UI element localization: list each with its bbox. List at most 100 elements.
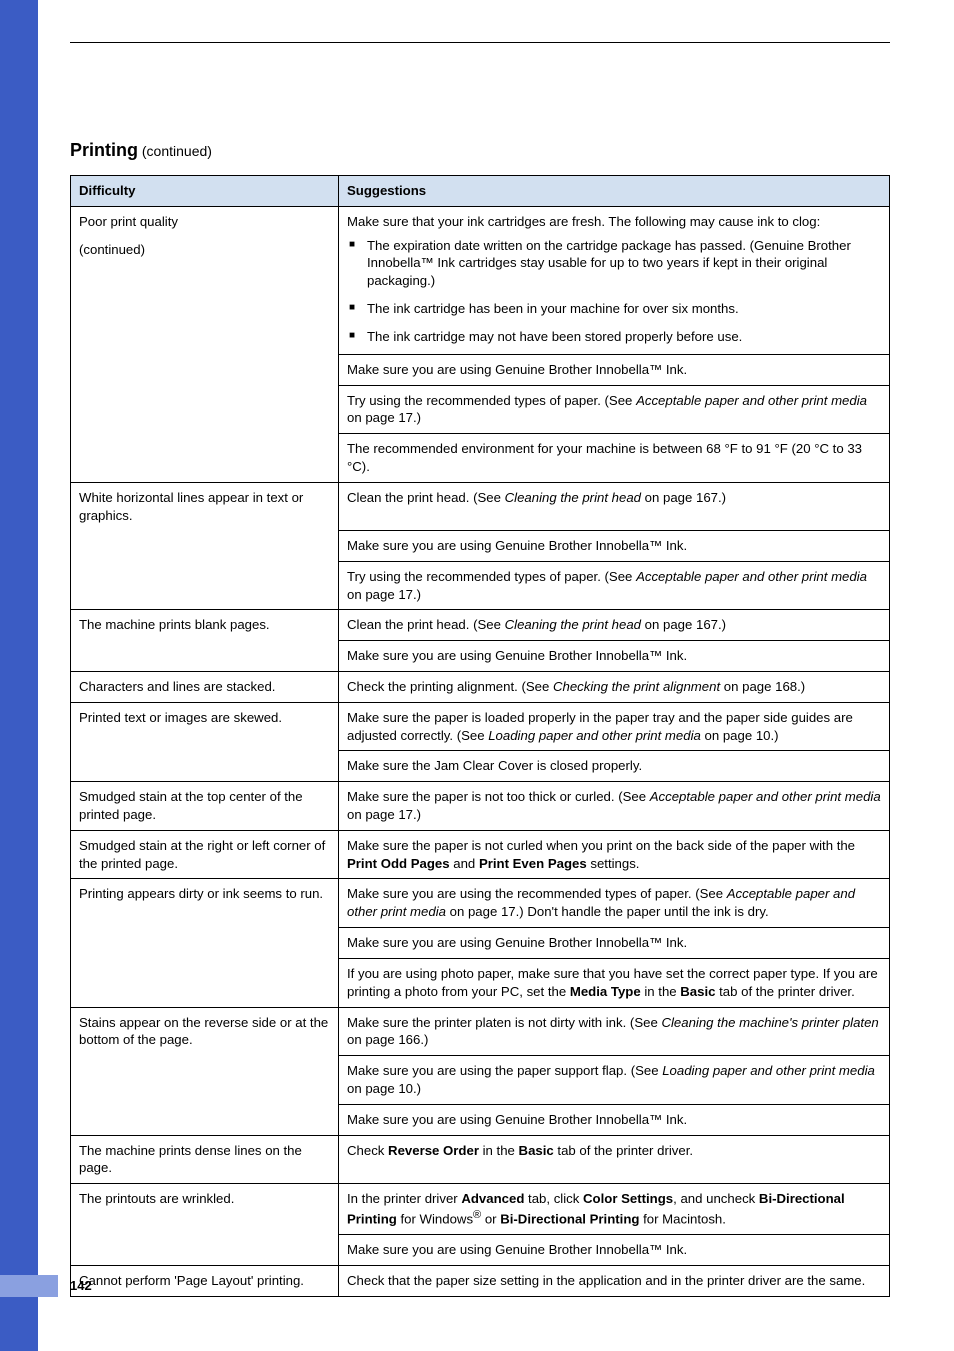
suggestion-cell: Try using the recommended types of paper… xyxy=(339,561,890,610)
superscript: ® xyxy=(473,1209,481,1221)
bold-text: Basic xyxy=(680,984,715,999)
link-text[interactable]: Acceptable paper and other print media xyxy=(636,569,867,584)
table-row: The recommended environment for your mac… xyxy=(71,434,890,483)
text-part: on page 10.) xyxy=(701,728,779,743)
difficulty-cell-empty xyxy=(71,928,339,959)
table-row: Make sure you are using Genuine Brother … xyxy=(71,354,890,385)
list-item: The expiration date written on the cartr… xyxy=(349,237,881,290)
difficulty-cell-empty xyxy=(71,354,339,385)
text-part: on page 10.) xyxy=(347,1081,421,1096)
bold-text: Reverse Order xyxy=(388,1143,479,1158)
list-item: The ink cartridge has been in your machi… xyxy=(349,300,881,318)
text-part: tab of the printer driver. xyxy=(715,984,854,999)
bold-text: Bi-Directional Printing xyxy=(500,1211,639,1226)
text-part: Clean the print head. (See xyxy=(347,490,505,505)
bold-text: Media Type xyxy=(570,984,641,999)
troubleshooting-table: Difficulty Suggestions Poor print qualit… xyxy=(70,175,890,1297)
text-part: Make sure the paper is not curled when y… xyxy=(347,838,855,853)
difficulty-cell-empty xyxy=(71,751,339,782)
table-row: Make sure you are using Genuine Brother … xyxy=(71,530,890,561)
bold-text: Print Odd Pages xyxy=(347,856,450,871)
text-part: on page 17.) xyxy=(347,587,421,602)
suggestion-cell: If you are using photo paper, make sure … xyxy=(339,958,890,1007)
link-text[interactable]: Acceptable paper and other print media xyxy=(636,393,867,408)
link-text[interactable]: Cleaning the print head xyxy=(505,490,641,505)
table-row: Printed text or images are skewed. Make … xyxy=(71,702,890,751)
table-row: Characters and lines are stacked. Check … xyxy=(71,671,890,702)
difficulty-cell-empty xyxy=(71,641,339,672)
difficulty-cell-empty xyxy=(71,1104,339,1135)
difficulty-cell: Poor print quality (continued) xyxy=(71,206,339,354)
text-part: tab, click xyxy=(524,1191,583,1206)
table-row: Make sure you are using the paper suppor… xyxy=(71,1056,890,1105)
link-text[interactable]: Cleaning the print head xyxy=(505,617,641,632)
difficulty-cell: The printouts are wrinkled. xyxy=(71,1184,339,1235)
text-part: on page 168.) xyxy=(720,679,805,694)
suggestion-cell: Check the printing alignment. (See Check… xyxy=(339,671,890,702)
link-text[interactable]: Cleaning the machine's printer platen xyxy=(661,1015,878,1030)
text-part: on page 17.) Don't handle the paper unti… xyxy=(446,904,769,919)
difficulty-cell: White horizontal lines appear in text or… xyxy=(71,482,339,530)
table-row: White horizontal lines appear in text or… xyxy=(71,482,890,530)
bold-text: Basic xyxy=(519,1143,554,1158)
table-row: Make sure you are using Genuine Brother … xyxy=(71,928,890,959)
text-part: on page 17.) xyxy=(347,410,421,425)
table-row: Make sure you are using Genuine Brother … xyxy=(71,1235,890,1266)
suggestion-cell: Make sure you are using Genuine Brother … xyxy=(339,530,890,561)
text-part: tab of the printer driver. xyxy=(554,1143,693,1158)
difficulty-cell-empty xyxy=(71,530,339,561)
suggestion-cell: Make sure you are using the recommended … xyxy=(339,879,890,928)
suggestion-cell: Make sure you are using the paper suppor… xyxy=(339,1056,890,1105)
page-content: Printing (continued) Difficulty Suggesti… xyxy=(70,140,890,1297)
table-row: The machine prints blank pages. Clean th… xyxy=(71,610,890,641)
table-row: Smudged stain at the top center of the p… xyxy=(71,782,890,831)
text-part: and xyxy=(450,856,479,871)
footer-blue-tab xyxy=(0,1275,58,1297)
suggestion-cell: Make sure the printer platen is not dirt… xyxy=(339,1007,890,1056)
difficulty-text-cont: (continued) xyxy=(79,241,330,259)
link-text[interactable]: Checking the print alignment xyxy=(553,679,720,694)
text-part: Try using the recommended types of paper… xyxy=(347,569,636,584)
text-part: on page 167.) xyxy=(641,490,726,505)
page-number: 142 xyxy=(70,1278,92,1293)
table-row: Poor print quality (continued) Make sure… xyxy=(71,206,890,354)
table-row: Make sure the Jam Clear Cover is closed … xyxy=(71,751,890,782)
difficulty-cell: Printed text or images are skewed. xyxy=(71,702,339,751)
text-part: in the xyxy=(479,1143,519,1158)
suggestion-cell: Make sure that your ink cartridges are f… xyxy=(339,206,890,354)
link-text[interactable]: Acceptable paper and other print media xyxy=(650,789,881,804)
text-part: Make sure you are using the recommended … xyxy=(347,886,727,901)
text-part: Try using the recommended types of paper… xyxy=(347,393,636,408)
suggestion-cell: Clean the print head. (See Cleaning the … xyxy=(339,482,890,530)
text-part: Check the printing alignment. (See xyxy=(347,679,553,694)
table-row: Smudged stain at the right or left corne… xyxy=(71,830,890,879)
difficulty-cell-empty xyxy=(71,434,339,483)
col-difficulty: Difficulty xyxy=(71,176,339,207)
suggestion-cell: Make sure the paper is not too thick or … xyxy=(339,782,890,831)
text-part: on page 17.) xyxy=(347,807,421,822)
difficulty-cell: Smudged stain at the top center of the p… xyxy=(71,782,339,831)
table-row: Try using the recommended types of paper… xyxy=(71,385,890,434)
suggestion-cell: In the printer driver Advanced tab, clic… xyxy=(339,1184,890,1235)
col-suggestions: Suggestions xyxy=(339,176,890,207)
table-row: Try using the recommended types of paper… xyxy=(71,561,890,610)
suggestion-cell: Clean the print head. (See Cleaning the … xyxy=(339,610,890,641)
difficulty-cell-empty xyxy=(71,1056,339,1105)
difficulty-cell: Stains appear on the reverse side or at … xyxy=(71,1007,339,1056)
text-part: for Windows xyxy=(397,1211,473,1226)
text-part: or xyxy=(481,1211,500,1226)
table-row: Make sure you are using Genuine Brother … xyxy=(71,1104,890,1135)
suggestion-cell: Make sure you are using Genuine Brother … xyxy=(339,1235,890,1266)
suggestion-cell: The recommended environment for your mac… xyxy=(339,434,890,483)
link-text[interactable]: Loading paper and other print media xyxy=(488,728,701,743)
table-header-row: Difficulty Suggestions xyxy=(71,176,890,207)
suggestion-cell: Make sure the paper is loaded properly i… xyxy=(339,702,890,751)
table-row: Stains appear on the reverse side or at … xyxy=(71,1007,890,1056)
difficulty-cell: The machine prints blank pages. xyxy=(71,610,339,641)
text-part: on page 167.) xyxy=(641,617,726,632)
list-item: The ink cartridge may not have been stor… xyxy=(349,328,881,346)
header-rule xyxy=(70,42,890,43)
text-part: settings. xyxy=(587,856,640,871)
link-text[interactable]: Loading paper and other print media xyxy=(662,1063,875,1078)
bold-text: Print Even Pages xyxy=(479,856,587,871)
